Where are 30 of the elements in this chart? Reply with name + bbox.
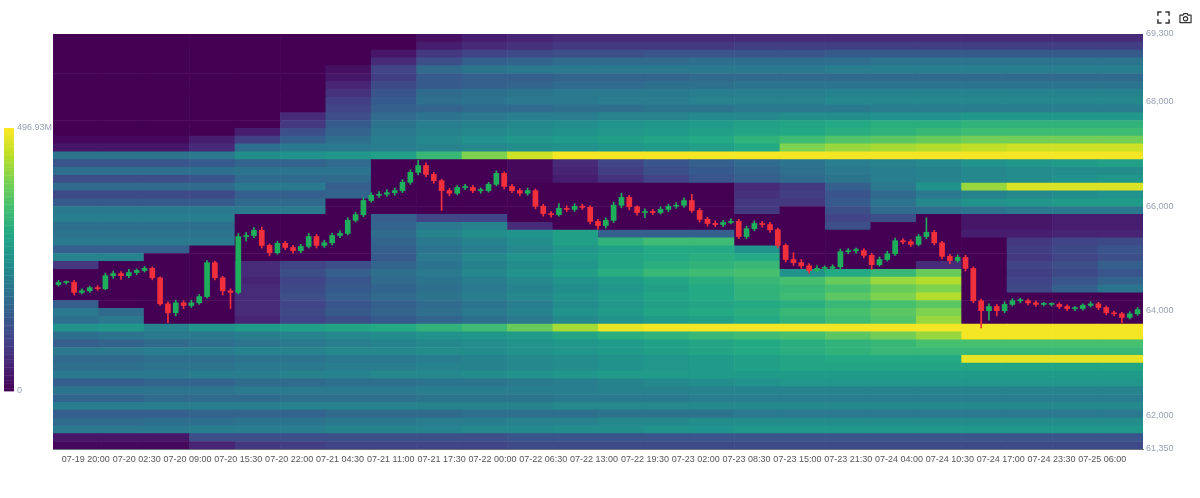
x-tick-label: 07-23 08:30	[722, 453, 771, 464]
x-tick-label: 07-22 19:30	[620, 453, 669, 464]
x-tick-label: 07-23 15:00	[773, 453, 822, 464]
x-tick-label: 07-24 17:00	[976, 453, 1025, 464]
color-bar-label: 0	[17, 385, 23, 396]
x-tick-label: 07-20 15:30	[214, 453, 263, 464]
x-tick-label: 07-24 10:30	[925, 453, 974, 464]
x-tick-label: 07-25 06:00	[1078, 453, 1127, 464]
x-tick-label: 07-20 09:00	[163, 453, 212, 464]
candlestick	[384, 189, 390, 197]
x-tick-label: 07-22 06:30	[519, 453, 568, 464]
x-tick-label: 07-21 04:30	[315, 453, 364, 464]
x-tick-label: 07-23 21:30	[824, 453, 873, 464]
x-tick-label: 07-21 11:00	[367, 453, 415, 464]
x-tick-label: 07-24 04:00	[875, 453, 924, 464]
x-tick-label: 07-20 22:00	[265, 453, 314, 464]
x-tick-label: 07-24 23:30	[1027, 453, 1076, 464]
x-tick-label: 07-21 17:30	[417, 453, 466, 464]
y-tick-label: 68,000	[1146, 96, 1174, 107]
x-tick-label: 07-23 02:00	[671, 453, 720, 464]
x-tick-label: 07-22 00:00	[468, 453, 517, 464]
y-tick-label: 62,000	[1146, 409, 1174, 420]
x-tick-label: 07-19 20:00	[61, 453, 110, 464]
x-tick-label: 07-20 02:30	[112, 453, 161, 464]
y-tick-label: 64,000	[1146, 305, 1174, 316]
x-tick-label: 07-22 13:00	[570, 453, 619, 464]
y-tick-label: 66,000	[1146, 200, 1174, 211]
y-tick-label: 69,300	[1146, 28, 1174, 39]
color-bar-label: 496.93M	[17, 122, 53, 133]
y-tick-label: 61,350	[1146, 443, 1174, 454]
